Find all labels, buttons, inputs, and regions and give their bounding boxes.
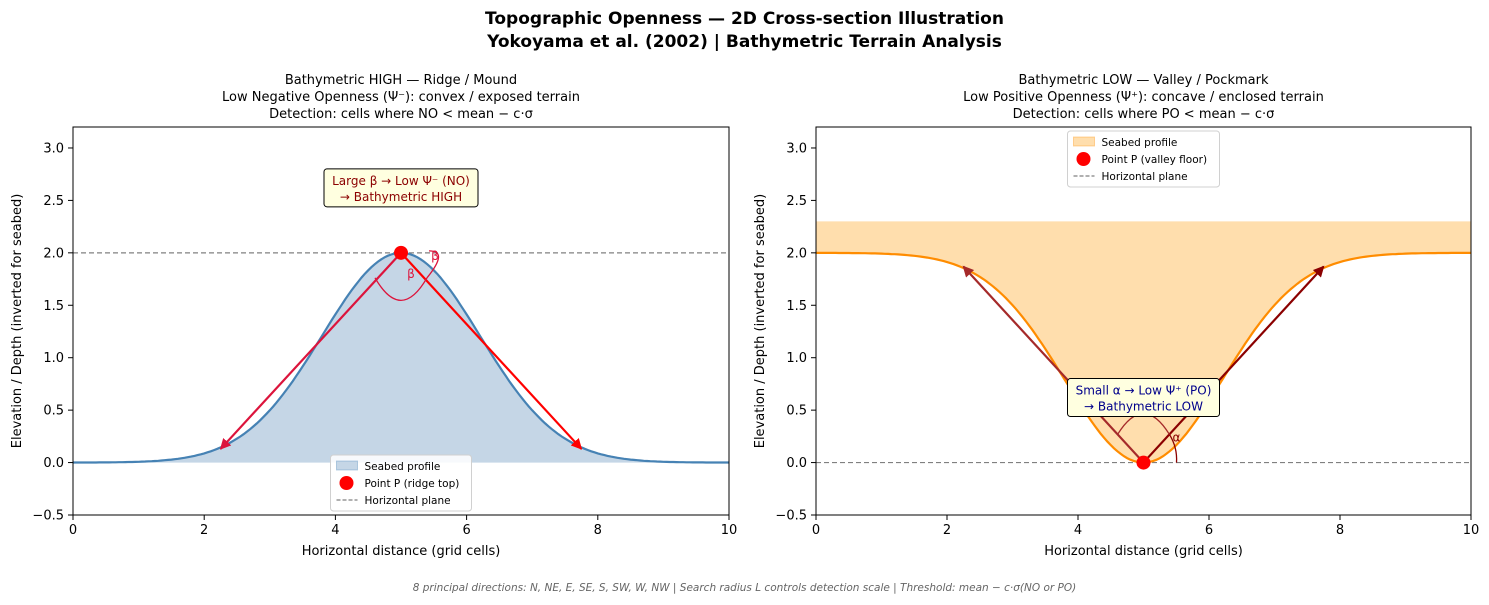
y-tick-label: 0.0 — [786, 456, 807, 471]
point-p-marker — [1136, 455, 1151, 470]
panel-title-line: Low Negative Openness (Ψ⁻): convex / exp… — [222, 90, 580, 105]
alpha-label: α — [1173, 431, 1181, 445]
axes-frame — [72, 126, 730, 516]
legend-entry: Horizontal plane — [1102, 171, 1188, 183]
legend-box — [330, 454, 472, 512]
y-tick-label: 1.0 — [43, 351, 64, 366]
direction-arrow-left — [962, 265, 1145, 464]
alpha-angle-arc-right — [1168, 434, 1178, 463]
x-tick-label: 0 — [812, 523, 820, 538]
legend-entry: Point P (valley floor) — [1102, 154, 1208, 166]
point-p-marker — [394, 245, 408, 260]
annotation-box — [323, 168, 479, 208]
annotation-box — [1067, 378, 1220, 418]
x-tick-label: 4 — [331, 523, 339, 538]
annotation-text-line2: → Bathymetric LOW — [1084, 400, 1203, 414]
direction-arrow-left — [219, 252, 402, 450]
x-tick-label: 2 — [200, 523, 208, 538]
legend-swatch-point — [1076, 152, 1091, 166]
x-tick-label: 6 — [462, 523, 470, 538]
legend-entry: Point P (ridge top) — [365, 478, 460, 490]
x-tick-label: 10 — [1463, 523, 1480, 538]
x-tick-label: 4 — [1074, 523, 1082, 538]
x-axis-label: Horizontal distance (grid cells) — [302, 544, 501, 559]
x-tick-label: 0 — [69, 523, 77, 538]
y-tick-label: 1.5 — [43, 299, 64, 314]
y-tick-label: 1.0 — [786, 351, 807, 366]
legend-swatch-point — [339, 476, 354, 490]
figure-footer-note: 8 principal directions: N, NE, E, SE, S,… — [412, 582, 1077, 594]
legend-swatch-profile — [1073, 136, 1095, 147]
legend-box — [1067, 130, 1220, 188]
panel-title-line: Bathymetric HIGH — Ridge / Mound — [285, 73, 517, 88]
legend-entry: Seabed profile — [1102, 137, 1178, 149]
y-tick-label: −0.5 — [775, 509, 807, 524]
direction-arrow-right — [1142, 265, 1325, 464]
valley-panel: α 0 2 4 6 8 10 −0.5 0.0 0.5 1.0 1.5 2.0 2.5 3.0 Horizon… — [753, 73, 1479, 559]
beta-angle-arc-outer — [426, 250, 440, 279]
y-tick-label: 0.5 — [43, 404, 64, 419]
x-axis-label: Horizontal distance (grid cells) — [1044, 544, 1243, 559]
y-tick-label: 2.0 — [786, 246, 807, 261]
annotation-text-line2: → Bathymetric HIGH — [340, 190, 462, 204]
annotation-text-line1: Small α → Low Ψ⁺ (PO) — [1076, 384, 1212, 398]
y-tick-label: 2.0 — [43, 246, 64, 261]
figure-title-line2: Yokoyama et al. (2002) | Bathymetric Ter… — [487, 32, 1002, 52]
panel-title-line: Detection: cells where NO < mean − c·σ — [269, 107, 533, 122]
annotation-text-line1: Large β → Low Ψ⁻ (NO) — [332, 174, 470, 188]
legend-swatch-profile — [336, 460, 358, 471]
beta-angle-arc-inner — [374, 277, 428, 301]
y-tick-label: 0.5 — [786, 404, 807, 419]
beta-label-outer: β — [431, 249, 439, 263]
direction-arrow-right — [400, 252, 583, 450]
seabed-profile-fill — [73, 252, 729, 463]
figure-title-line1: Topographic Openness — 2D Cross-section … — [485, 9, 1004, 29]
x-tick-label: 8 — [594, 523, 602, 538]
beta-label-inner: β — [407, 267, 415, 281]
y-tick-label: 0.0 — [43, 456, 64, 471]
y-axis-label: Elevation / Depth (inverted for seabed) — [10, 194, 25, 449]
ridge-panel: β β 0 2 4 6 8 10 −0.5 0.0 0.5 1.0 1.5 2.0 2.5 3.0 Horizo… — [10, 73, 737, 559]
legend-entry: Seabed profile — [365, 461, 441, 473]
panel-title-line: Detection: cells where PO < mean − c·σ — [1013, 107, 1275, 122]
x-tick-label: 8 — [1336, 523, 1344, 538]
seabed-profile-fill — [816, 221, 1471, 463]
y-tick-label: −0.5 — [32, 509, 64, 524]
y-axis-label: Elevation / Depth (inverted for seabed) — [753, 194, 768, 449]
axes-frame — [815, 126, 1472, 516]
x-tick-label: 10 — [721, 523, 738, 538]
legend-entry: Horizontal plane — [365, 495, 451, 507]
y-tick-label: 3.0 — [43, 141, 64, 156]
y-tick-label: 2.5 — [43, 194, 64, 209]
y-tick-label: 1.5 — [786, 299, 807, 314]
y-tick-label: 3.0 — [786, 141, 807, 156]
x-tick-label: 2 — [943, 523, 951, 538]
x-tick-label: 6 — [1205, 523, 1213, 538]
panel-title-line: Bathymetric LOW — Valley / Pockmark — [1019, 73, 1269, 88]
y-tick-label: 2.5 — [786, 194, 807, 209]
panel-title-line: Low Positive Openness (Ψ⁺): concave / en… — [963, 90, 1324, 105]
